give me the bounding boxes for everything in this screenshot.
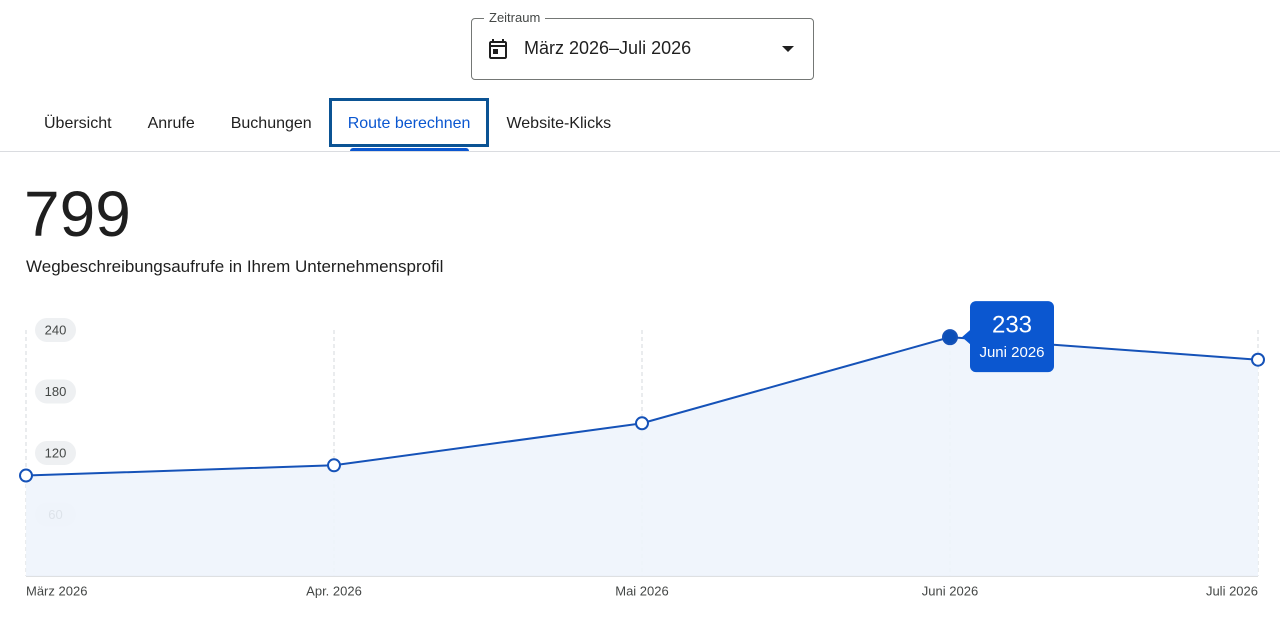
dropdown-arrow: [782, 46, 794, 52]
tooltip-value: 233: [992, 312, 1032, 339]
tooltip: [970, 301, 1054, 373]
tab[interactable]: Buchungen: [230, 115, 312, 132]
tab-bar: Übersicht Anrufe Buchungen Route berechnen W…: [26, 98, 629, 152]
y-tick-pill: [35, 441, 76, 465]
y-tick-pill: [35, 318, 76, 342]
calendar-icon: [489, 39, 507, 59]
area: [26, 337, 1258, 576]
tab[interactable]: Route berechnen: [328, 98, 490, 152]
tab[interactable]: Übersicht: [44, 115, 112, 132]
y-tick-label: 120: [45, 445, 67, 460]
divider: [0, 151, 1280, 152]
picker-value: März 2026–Juli 2026: [524, 38, 692, 58]
data-point: [942, 329, 958, 346]
y-tick-label: 240: [45, 322, 67, 337]
total-value: 799: [24, 178, 131, 250]
x-tick-label: Juli 2026: [1206, 583, 1258, 598]
data-point: [1251, 352, 1265, 367]
y-tick-pill: [35, 379, 76, 404]
picker-label: Zeitraum: [484, 10, 546, 25]
tooltip-label: Juni 2026: [979, 344, 1044, 361]
data-point: [635, 416, 649, 431]
date-range-picker[interactable]: Zeitraum März 2026–Juli 2026: [471, 10, 814, 80]
tooltip-pointer: [962, 330, 970, 345]
tab[interactable]: Anrufe: [147, 115, 195, 132]
data-point: [19, 468, 33, 483]
y-tick-label: 180: [45, 384, 67, 399]
total-description: Wegbeschreibungsaufrufe in Ihrem Unterne…: [26, 257, 444, 276]
x-tick-label: Apr. 2026: [306, 583, 362, 598]
x-tick-label: März 2026: [26, 583, 87, 598]
x-tick-label: Mai 2026: [615, 583, 668, 598]
data-point: [327, 458, 341, 473]
tab[interactable]: Website-Klicks: [506, 115, 612, 132]
x-tick-label: Juni 2026: [922, 583, 978, 598]
